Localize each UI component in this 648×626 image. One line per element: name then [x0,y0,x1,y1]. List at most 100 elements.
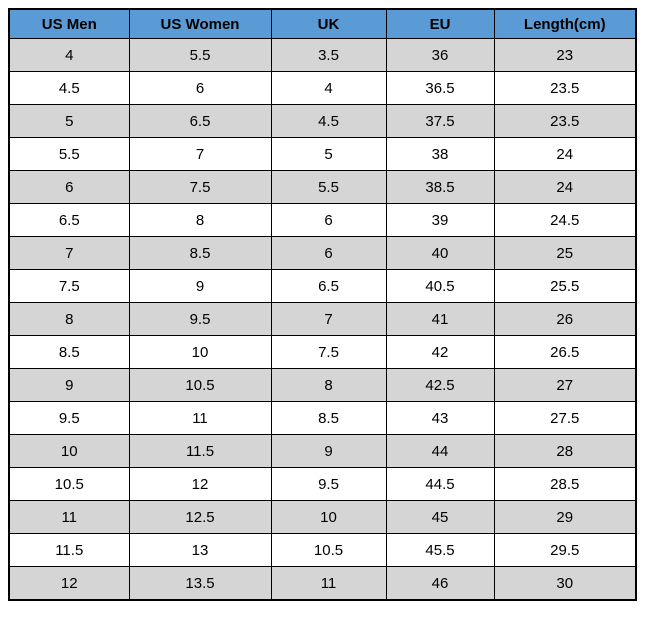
table-cell: 37.5 [385,104,495,138]
table-cell: 9 [270,434,387,468]
table-cell: 11 [8,500,130,534]
table-cell: 23.5 [493,104,637,138]
table-cell: 24 [493,170,637,204]
table-cell: 29 [493,500,637,534]
table-cell: 5.5 [128,38,272,72]
table-row: 6 7.5 5.5 38.5 24 [8,170,637,204]
table-cell: 45 [385,500,495,534]
table-cell: 40 [385,236,495,270]
table-cell: 11 [270,566,387,601]
table-row: 11.5 13 10.5 45.5 29.5 [8,533,637,567]
table-cell: 10.5 [270,533,387,567]
table-row: 6.5 8 6 39 24.5 [8,203,637,237]
table-cell: 44 [385,434,495,468]
table-cell: 36.5 [385,71,495,105]
table-cell: 5.5 [270,170,387,204]
table-cell: 6.5 [128,104,272,138]
size-conversion-table: US Men US Women UK EU Length(cm) 4 5.5 3.5 36 23… [8,8,637,601]
table-row: 8 9.5 7 41 26 [8,302,637,336]
column-header: US Women [128,8,272,39]
table-row: 4.5 6 4 36.5 23.5 [8,71,637,105]
table-cell: 10.5 [128,368,272,402]
table-cell: 9.5 [270,467,387,501]
table-cell: 23 [493,38,637,72]
table-cell: 13 [128,533,272,567]
table-cell: 8 [128,203,272,237]
table-cell: 26 [493,302,637,336]
table-row: 5 6.5 4.5 37.5 23.5 [8,104,637,138]
table-cell: 8 [8,302,130,336]
table-cell: 5 [270,137,387,171]
table-cell: 29.5 [493,533,637,567]
table-cell: 11 [128,401,272,435]
table-row: 11 12.5 10 45 29 [8,500,637,534]
table-cell: 44.5 [385,467,495,501]
table-cell: 6 [270,203,387,237]
table-cell: 10.5 [8,467,130,501]
table-row: 9.5 11 8.5 43 27.5 [8,401,637,435]
table-cell: 42 [385,335,495,369]
table-cell: 10 [8,434,130,468]
table-header: US Men US Women UK EU Length(cm) [8,8,637,39]
table-row: 8.5 10 7.5 42 26.5 [8,335,637,369]
table-cell: 8.5 [8,335,130,369]
table-cell: 6 [8,170,130,204]
table-cell: 42.5 [385,368,495,402]
table-cell: 7.5 [270,335,387,369]
table-cell: 8.5 [128,236,272,270]
table-cell: 36 [385,38,495,72]
table-cell: 8 [270,368,387,402]
column-header: US Men [8,8,130,39]
table-cell: 46 [385,566,495,601]
table-cell: 41 [385,302,495,336]
table-cell: 4.5 [8,71,130,105]
table-cell: 28 [493,434,637,468]
table-cell: 6.5 [270,269,387,303]
table-row: 7.5 9 6.5 40.5 25.5 [8,269,637,303]
column-header: EU [385,8,495,39]
table-cell: 6 [270,236,387,270]
table-row: 9 10.5 8 42.5 27 [8,368,637,402]
table-body: 4 5.5 3.5 36 23 4.5 6 4 36.5 23.5 5 6.5 4.5 37.5 23.5 5… [8,38,637,601]
table-cell: 38.5 [385,170,495,204]
table-cell: 4.5 [270,104,387,138]
table-cell: 9.5 [8,401,130,435]
table-cell: 10 [270,500,387,534]
table-cell: 3.5 [270,38,387,72]
table-cell: 7 [8,236,130,270]
table-cell: 7.5 [128,170,272,204]
table-cell: 23.5 [493,71,637,105]
table-cell: 12 [128,467,272,501]
table-cell: 9.5 [128,302,272,336]
table-row: 12 13.5 11 46 30 [8,566,637,601]
table-cell: 7 [270,302,387,336]
table-row: 10.5 12 9.5 44.5 28.5 [8,467,637,501]
table-cell: 9 [128,269,272,303]
table-cell: 10 [128,335,272,369]
table-cell: 25 [493,236,637,270]
column-header: UK [270,8,387,39]
header-row: US Men US Women UK EU Length(cm) [8,8,637,39]
table-cell: 27.5 [493,401,637,435]
table-row: 4 5.5 3.5 36 23 [8,38,637,72]
table-cell: 12 [8,566,130,601]
table-cell: 4 [270,71,387,105]
table-cell: 11.5 [128,434,272,468]
table-cell: 26.5 [493,335,637,369]
table-cell: 5.5 [8,137,130,171]
table-cell: 8.5 [270,401,387,435]
table-cell: 5 [8,104,130,138]
table-cell: 13.5 [128,566,272,601]
table-cell: 24.5 [493,203,637,237]
table-cell: 6 [128,71,272,105]
table-cell: 4 [8,38,130,72]
table-cell: 28.5 [493,467,637,501]
table-cell: 45.5 [385,533,495,567]
table-cell: 38 [385,137,495,171]
table-cell: 7.5 [8,269,130,303]
table-cell: 27 [493,368,637,402]
table-cell: 40.5 [385,269,495,303]
table-row: 5.5 7 5 38 24 [8,137,637,171]
table-cell: 9 [8,368,130,402]
